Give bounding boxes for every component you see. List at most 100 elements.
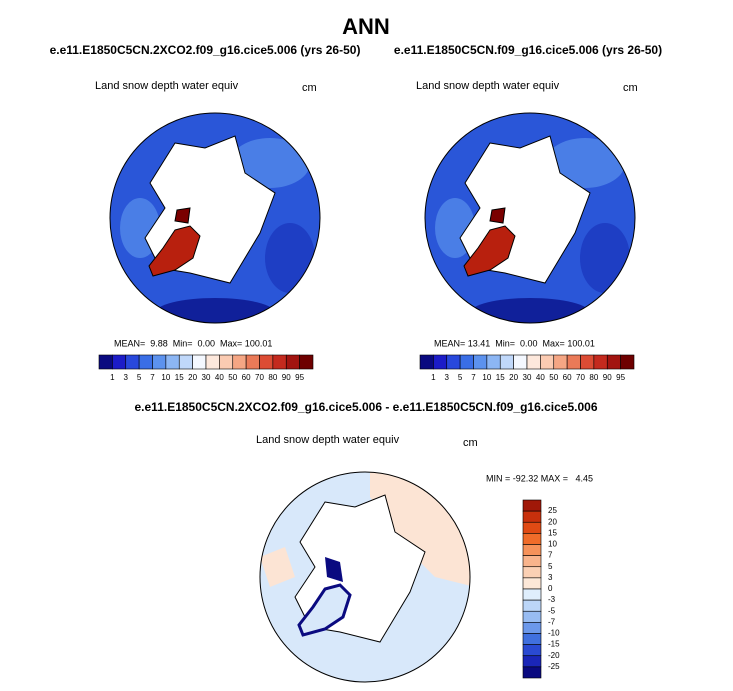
colorbar-label: 70 — [255, 373, 264, 382]
colorbar-swatch — [433, 354, 448, 370]
colorbar-swatch — [526, 354, 541, 370]
colorbar-label: -5 — [548, 606, 556, 615]
colorbar-swatch — [522, 577, 542, 590]
colorbar-label: -25 — [548, 662, 560, 671]
colorbar-label: 30 — [202, 373, 211, 382]
colorbar-label: 95 — [295, 373, 304, 382]
map-border — [424, 112, 636, 324]
units-label: cm — [623, 82, 638, 94]
polar-map — [110, 113, 320, 323]
colorbar-swatch — [473, 354, 488, 370]
colorbar-swatch — [178, 354, 193, 370]
colorbar-swatch — [522, 510, 542, 523]
variable-label: Land snow depth water equiv — [256, 434, 400, 446]
colorbar-swatch — [513, 354, 528, 370]
colorbar-label: 0 — [548, 584, 553, 593]
colorbar-label: 90 — [282, 373, 291, 382]
stats-label: MIN = -92.32 MAX = 4.45 — [486, 473, 593, 483]
colorbar-label: 5 — [548, 562, 553, 571]
colorbar-swatch — [98, 354, 113, 370]
colorbar-swatch — [566, 354, 581, 370]
stats-label: MEAN= 13.41 Min= 0.00 Max= 100.01 — [434, 338, 595, 348]
variable-label: Land snow depth water equiv — [95, 80, 239, 92]
colorbar-swatch — [205, 354, 220, 370]
colorbar-swatch — [138, 354, 153, 370]
colorbar-swatch — [522, 521, 542, 534]
colorbar-label: 50 — [549, 373, 558, 382]
colorbar-swatch — [219, 354, 234, 370]
colorbar-swatch — [232, 354, 247, 370]
colorbar-swatch — [285, 354, 300, 370]
colorbar-swatch — [486, 354, 501, 370]
colorbar-swatch — [446, 354, 461, 370]
colorbar-label: 20 — [548, 517, 557, 526]
colorbar-label: 40 — [215, 373, 224, 382]
colorbar-swatch — [522, 610, 542, 623]
snow-patch — [580, 223, 630, 293]
colorbar-swatch — [272, 354, 287, 370]
stats-label: MEAN= 9.88 Min= 0.00 Max= 100.01 — [114, 338, 272, 348]
map-border — [259, 471, 471, 683]
colorbar-swatch — [540, 354, 555, 370]
colorbar-swatch — [522, 555, 542, 568]
warm-region — [260, 547, 295, 587]
figure-title: ANN — [342, 14, 390, 39]
colorbar-swatch — [112, 354, 127, 370]
colorbar-label: 80 — [268, 373, 277, 382]
colorbar-label: 3 — [445, 373, 450, 382]
colorbar-swatch — [522, 533, 542, 545]
colorbar-label: 20 — [188, 373, 197, 382]
greenland-edge — [489, 207, 506, 224]
colorbar-swatch — [522, 633, 542, 645]
cold-patch — [325, 557, 343, 582]
colorbar-swatch — [553, 354, 568, 370]
colorbar-label: 50 — [228, 373, 237, 382]
polar-map — [425, 113, 635, 323]
colorbar-swatch — [522, 599, 542, 612]
colorbar-label: 60 — [242, 373, 251, 382]
snow-patch — [545, 138, 625, 188]
panel-subtitle: e.e11.E1850C5CN.2XCO2.f09_g16.cice5.006 … — [50, 43, 361, 57]
snow-patch — [230, 138, 310, 188]
colorbar-label: 10 — [482, 373, 491, 382]
colorbar-label: -10 — [548, 629, 560, 638]
colorbar-label: -3 — [548, 595, 556, 604]
greenland — [297, 583, 352, 637]
colorbar-label: 5 — [137, 373, 142, 382]
units-label: cm — [463, 437, 478, 449]
colorbar-swatch — [522, 622, 542, 634]
colorbar-swatch — [620, 354, 635, 370]
colorbar-label: 7 — [548, 551, 553, 560]
colorbar-label: 80 — [589, 373, 598, 382]
colorbar-swatch — [522, 655, 542, 668]
greenland-edge — [174, 207, 191, 224]
colorbar-label: 25 — [548, 506, 557, 515]
snow-patch — [265, 223, 315, 293]
colorbar-label: 3 — [124, 373, 129, 382]
colorbar-label: 90 — [603, 373, 612, 382]
colorbar-label: 1 — [110, 373, 115, 382]
colorbar-label: -7 — [548, 617, 556, 626]
colorbar-label: 7 — [150, 373, 155, 382]
colorbar-swatch — [499, 354, 514, 370]
colorbar-swatch — [299, 354, 314, 370]
colorbar-swatch — [259, 354, 274, 370]
colorbar-label: 10 — [161, 373, 170, 382]
colorbar-label: 15 — [496, 373, 505, 382]
colorbar-swatch — [125, 354, 140, 370]
colorbar-swatch — [152, 354, 167, 370]
colorbar-label: 1 — [431, 373, 436, 382]
greenland — [148, 225, 201, 277]
colorbar-label: 15 — [175, 373, 184, 382]
colorbar-swatch — [522, 499, 542, 512]
colorbar-label: 30 — [523, 373, 532, 382]
panel-subtitle: e.e11.E1850C5CN.2XCO2.f09_g16.cice5.006 … — [135, 400, 598, 414]
colorbar-label: 40 — [536, 373, 545, 382]
colorbar-label: 60 — [563, 373, 572, 382]
colorbar-label: 3 — [548, 573, 553, 582]
colorbar-swatch — [522, 566, 542, 579]
units-label: cm — [302, 82, 317, 94]
colorbar-swatch — [522, 644, 542, 657]
colorbar-label: 95 — [616, 373, 625, 382]
